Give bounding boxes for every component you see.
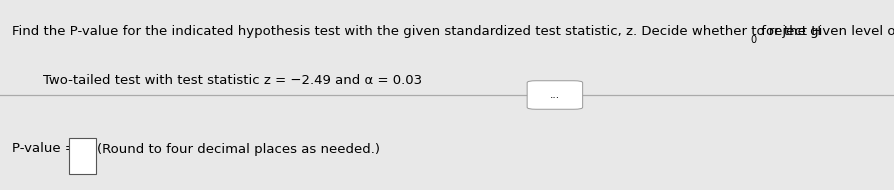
Text: Find the P-value for the indicated hypothesis test with the given standardized t: Find the P-value for the indicated hypot… — [12, 25, 820, 38]
Text: for the given level of significance α.: for the given level of significance α. — [756, 25, 894, 38]
Text: P-value =: P-value = — [12, 142, 80, 155]
FancyBboxPatch shape — [527, 81, 582, 109]
Text: ...: ... — [549, 90, 560, 100]
Text: 0: 0 — [749, 35, 755, 45]
Text: (Round to four decimal places as needed.): (Round to four decimal places as needed.… — [97, 142, 379, 155]
Text: Two-tailed test with test statistic z = −2.49 and α = 0.03: Two-tailed test with test statistic z = … — [43, 74, 422, 87]
FancyBboxPatch shape — [69, 138, 96, 174]
